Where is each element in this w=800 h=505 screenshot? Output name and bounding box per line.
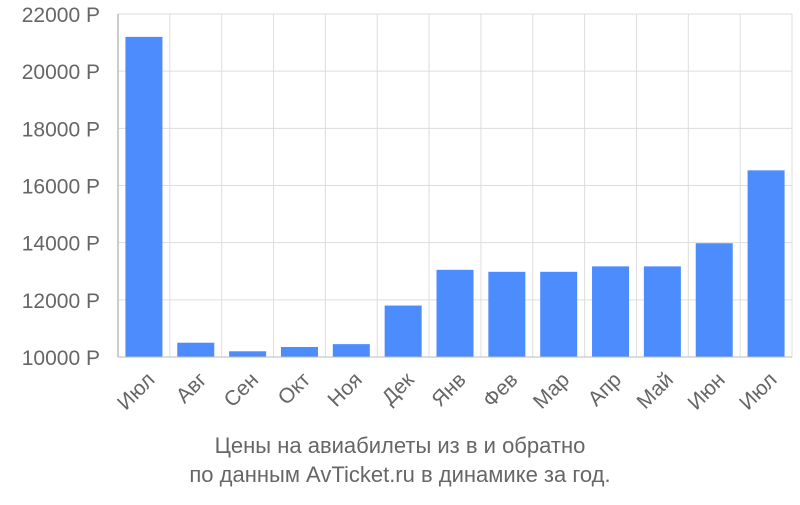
x-tick-label: Сен [220, 368, 263, 411]
x-tick-label: Июл [735, 368, 781, 414]
chart-caption-line-2: по данным AvTicket.ru в динамике за год. [189, 462, 611, 487]
bar [747, 170, 785, 357]
bar [229, 351, 267, 357]
y-tick-label: 10000 Р [22, 347, 100, 370]
x-tick-label: Фев [479, 368, 523, 412]
bar [436, 269, 474, 357]
bar [643, 266, 681, 357]
bar [280, 346, 318, 357]
chart-caption-line-1: Цены на авиабилеты из в и обратно [214, 433, 586, 458]
bar [488, 271, 526, 357]
y-tick-label: 14000 Р [22, 233, 100, 256]
y-tick-label: 16000 Р [22, 176, 100, 199]
bar [332, 344, 370, 357]
x-tick-label: Июл [113, 368, 159, 414]
x-tick-label: Июн [683, 368, 729, 414]
y-tick-label: 12000 Р [22, 290, 100, 313]
x-tick-label: Май [633, 368, 678, 413]
x-tick-label: Ноя [324, 368, 367, 411]
bar [384, 305, 422, 357]
x-tick-label: Янв [427, 368, 470, 411]
x-tick-label: Авг [172, 368, 212, 408]
x-tick-label: Апр [584, 368, 626, 410]
bar [540, 271, 578, 357]
bar [177, 342, 215, 357]
x-tick-label: Дек [378, 368, 420, 410]
y-tick-label: 18000 Р [22, 118, 100, 141]
bar [695, 243, 733, 357]
x-tick-label: Окт [274, 368, 316, 410]
y-tick-label: 20000 Р [22, 61, 100, 84]
bar [592, 266, 630, 357]
y-tick-label: 22000 Р [22, 4, 100, 27]
bar [125, 36, 163, 357]
x-tick-label: Мар [529, 368, 574, 413]
